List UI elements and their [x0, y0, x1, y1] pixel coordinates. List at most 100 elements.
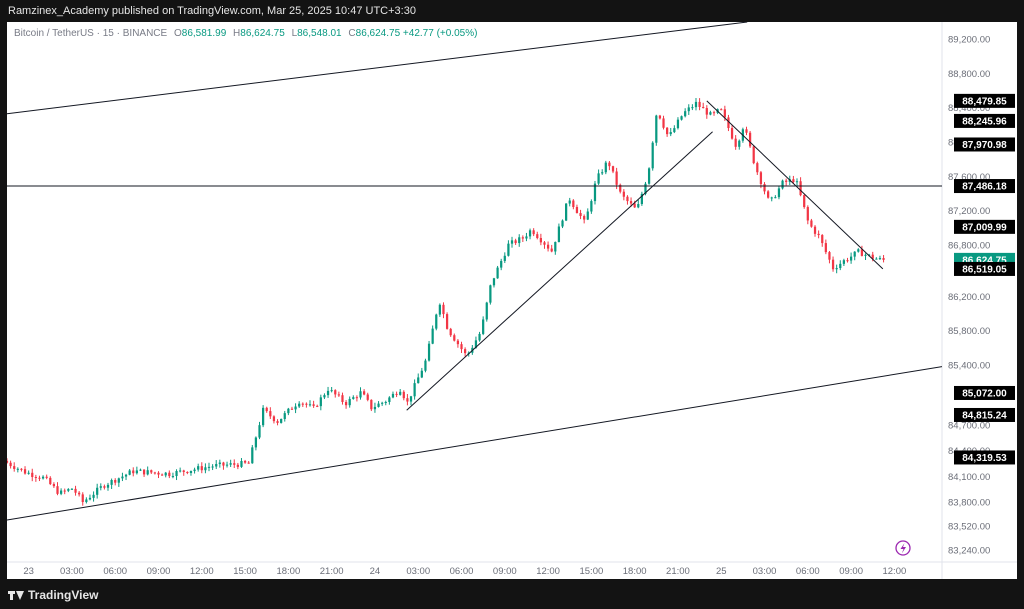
- candle-body-224: [813, 226, 817, 234]
- candle-body-221: [803, 195, 806, 208]
- candle-body-34: [128, 470, 131, 475]
- candle-body-18: [70, 488, 74, 490]
- price-tick-label-4: 87,600.00: [948, 172, 990, 183]
- rising-trendline-line[interactable]: [406, 131, 713, 411]
- candle-body-12: [49, 477, 52, 485]
- candle-body-176: [640, 193, 643, 205]
- candle-body-31: [117, 478, 120, 483]
- candle-body-150: [546, 244, 550, 249]
- low-value: 86,548.01: [297, 28, 342, 39]
- lightning-bolt-icon[interactable]: [895, 540, 911, 556]
- candle-body-94: [344, 401, 348, 406]
- tradingview-brand[interactable]: TradingView: [8, 588, 98, 602]
- time-tick-label-15: 21:00: [666, 566, 690, 577]
- symbol-label: Bitcoin / TetherUS · 15 · BINANCE: [14, 28, 168, 39]
- candle-body-22: [85, 499, 88, 503]
- candle-body-194: [705, 108, 708, 115]
- candle-body-188: [684, 111, 687, 117]
- time-tick-label-4: 12:00: [190, 566, 214, 577]
- candle-body-208: [756, 163, 759, 173]
- time-tick-label-17: 03:00: [753, 566, 777, 577]
- candle-body-36: [135, 470, 138, 474]
- candle-body-173: [629, 201, 633, 204]
- candle-body-98: [359, 391, 362, 398]
- candle-body-179: [651, 142, 654, 169]
- candle-body-178: [647, 168, 651, 184]
- candlestick-chart[interactable]: 89,200.0088,800.0088,400.0088,000.0087,6…: [7, 22, 1017, 579]
- candle-body-183: [666, 127, 669, 135]
- candle-body-134: [489, 285, 492, 303]
- candle-body-81: [298, 403, 301, 407]
- candle-body-54: [200, 466, 203, 471]
- price-tag-bg-6: [954, 261, 1015, 276]
- candle-body-152: [554, 241, 557, 252]
- candle-body-211: [767, 191, 770, 198]
- candle-body-222: [806, 207, 809, 221]
- candle-body-138: [503, 255, 506, 261]
- price-tick-label-7: 86,200.00: [948, 292, 990, 303]
- price-tag-label-3: 87,486.18: [962, 182, 1007, 193]
- candle-body-116: [424, 360, 427, 371]
- candle-body-102: [373, 406, 377, 410]
- time-tick-label-0: 23: [23, 566, 34, 577]
- candle-body-111: [406, 398, 409, 402]
- candle-body-14: [56, 486, 59, 494]
- candle-body-60: [222, 462, 225, 466]
- candle-body-216: [785, 180, 788, 182]
- candle-body-225: [817, 233, 820, 236]
- high-value: 86,624.75: [240, 28, 285, 39]
- candle-body-78: [287, 408, 290, 414]
- chart-panel[interactable]: 89,200.0088,800.0088,400.0088,000.0087,6…: [7, 22, 1017, 579]
- candle-body-162: [590, 201, 593, 212]
- time-tick-label-18: 06:00: [796, 566, 820, 577]
- candle-body-6: [27, 472, 30, 474]
- publisher-text: Ramzinex_Academy published on TradingVie…: [8, 5, 416, 17]
- falling-trendline-line[interactable]: [706, 100, 884, 270]
- candle-body-163: [593, 183, 597, 202]
- candle-body-1: [9, 462, 12, 467]
- candle-body-174: [633, 203, 636, 208]
- candle-body-199: [723, 109, 726, 118]
- candle-body-69: [254, 437, 258, 448]
- candle-body-48: [179, 470, 182, 472]
- time-tick-label-7: 21:00: [320, 566, 344, 577]
- candle-body-92: [337, 394, 340, 396]
- candle-body-114: [417, 377, 420, 384]
- candle-body-20: [78, 492, 81, 495]
- candle-body-226: [821, 235, 824, 244]
- candle-body-55: [204, 467, 207, 471]
- candle-body-110: [402, 391, 405, 399]
- candle-body-234: [849, 256, 853, 261]
- candle-body-93: [341, 395, 344, 402]
- candle-body-155: [565, 203, 568, 221]
- price-tick-label-13: 83,800.00: [948, 498, 990, 509]
- candle-body-171: [622, 191, 625, 197]
- candle-body-27: [103, 486, 106, 488]
- candle-body-213: [774, 197, 777, 199]
- candle-body-196: [712, 112, 716, 114]
- price-tag-bg-0: [954, 93, 1015, 108]
- candle-body-23: [88, 497, 92, 500]
- candle-body-153: [557, 226, 561, 242]
- candle-body-11: [45, 476, 48, 478]
- candle-body-198: [720, 109, 723, 111]
- candle-body-166: [604, 162, 607, 173]
- price-tag-label-0: 88,479.85: [962, 96, 1007, 107]
- candle-body-52: [193, 469, 196, 472]
- candle-body-68: [251, 447, 254, 464]
- time-tick-label-2: 06:00: [103, 566, 127, 577]
- candle-body-243: [882, 258, 885, 260]
- candle-body-127: [464, 349, 467, 354]
- time-tick-label-19: 09:00: [839, 566, 863, 577]
- channel-lower-line[interactable]: [7, 366, 942, 521]
- candle-body-118: [431, 328, 434, 344]
- footer-bar: TradingView: [0, 579, 1024, 609]
- candle-body-191: [694, 101, 698, 108]
- candle-body-91: [334, 390, 337, 395]
- candle-body-186: [676, 119, 680, 129]
- channel-upper-line[interactable]: [7, 22, 748, 115]
- candle-body-160: [583, 216, 586, 220]
- brand-label: TradingView: [28, 588, 99, 602]
- price-tag-bg-7: [954, 385, 1015, 400]
- candle-body-79: [290, 408, 294, 410]
